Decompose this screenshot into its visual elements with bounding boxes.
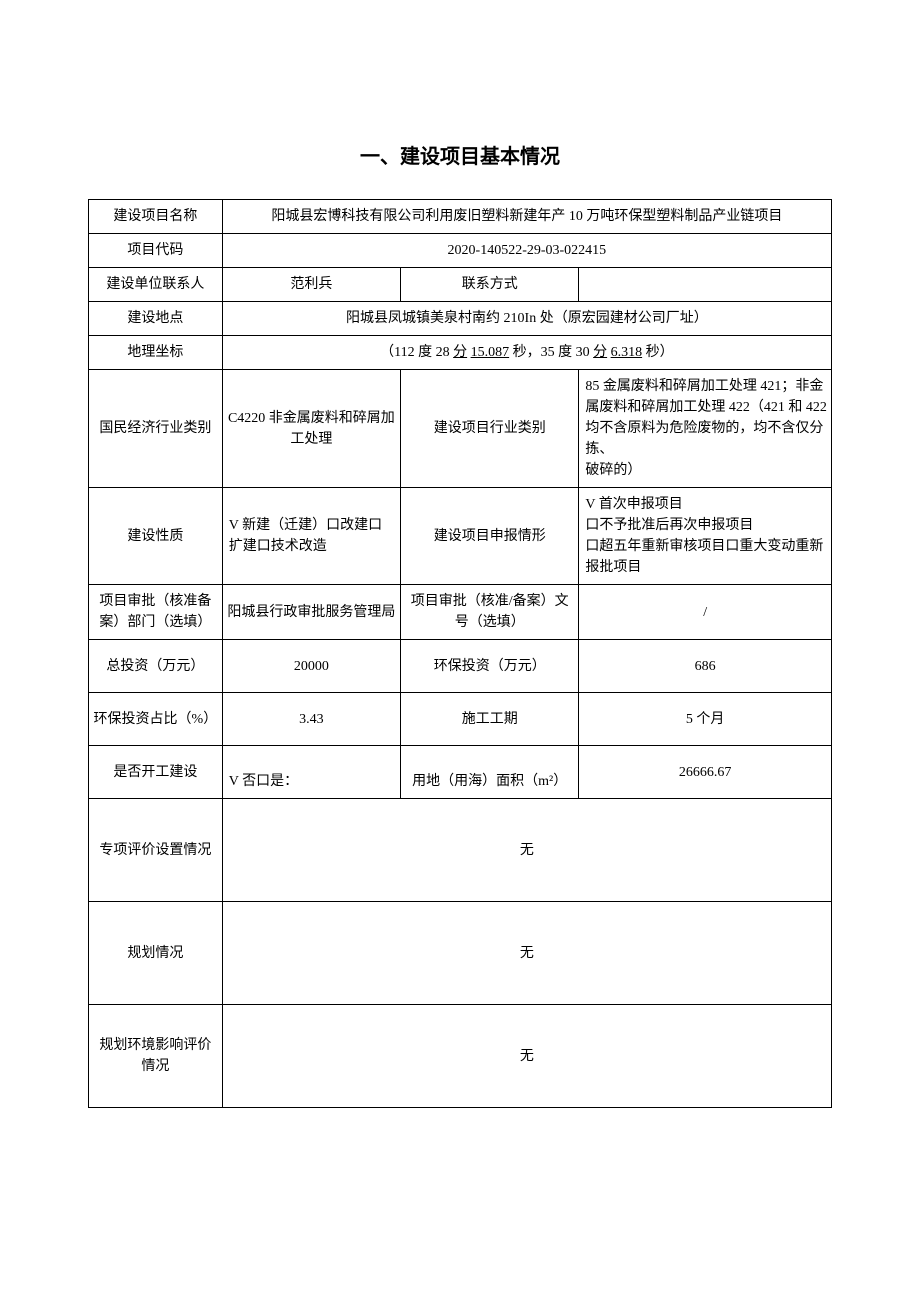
label-coords: 地理坐标 [89, 336, 223, 370]
value-approval-doc: / [579, 585, 832, 640]
value-special-eval: 无 [222, 799, 831, 902]
label-contact-person: 建设单位联系人 [89, 268, 223, 302]
value-plan-env-eval: 无 [222, 1005, 831, 1108]
label-contact-method: 联系方式 [401, 268, 579, 302]
value-build-nature: V 新建（迁建）口改建口扩建口技术改造 [222, 488, 400, 585]
row-started: 是否开工建设 V 否口是： 用地（用海）面积（m²） 26666.67 [89, 746, 832, 799]
label-total-invest: 总投资（万元） [89, 640, 223, 693]
row-coords: 地理坐标 （112 度 28 分 15.087 秒，35 度 30 分 6.31… [89, 336, 832, 370]
section-title: 一、建设项目基本情况 [88, 140, 832, 169]
label-land-area: 用地（用海）面积（m²） [401, 746, 579, 799]
value-project-code: 2020-140522-29-03-022415 [222, 234, 831, 268]
label-plan-env-eval: 规划环境影响评价情况 [89, 1005, 223, 1108]
label-location: 建设地点 [89, 302, 223, 336]
label-planning: 规划情况 [89, 902, 223, 1005]
value-declare-type: V 首次申报项目 口不予批准后再次申报项目 口超五年重新审核项目口重大变动重新报… [579, 488, 832, 585]
value-approval-dept: 阳城县行政审批服务管理局 [222, 585, 400, 640]
value-env-invest-ratio: 3.43 [222, 693, 400, 746]
row-invest-ratio: 环保投资占比（%） 3.43 施工工期 5 个月 [89, 693, 832, 746]
row-plan-env-eval: 规划环境影响评价情况 无 [89, 1005, 832, 1108]
value-started: V 否口是： [222, 746, 400, 799]
row-planning: 规划情况 无 [89, 902, 832, 1005]
coords-m2: 秒，35 度 30 [509, 345, 593, 360]
label-declare-type: 建设项目申报情形 [401, 488, 579, 585]
row-project-name: 建设项目名称 阳城县宏博科技有限公司利用废旧塑料新建年产 10 万吨环保型塑料制… [89, 200, 832, 234]
row-invest: 总投资（万元） 20000 环保投资（万元） 686 [89, 640, 832, 693]
page: 一、建设项目基本情况 建设项目名称 阳城县宏博科技有限公司利用废旧塑料新建年产 … [0, 0, 920, 1301]
row-project-code: 项目代码 2020-140522-29-03-022415 [89, 234, 832, 268]
basic-info-table: 建设项目名称 阳城县宏博科技有限公司利用废旧塑料新建年产 10 万吨环保型塑料制… [88, 199, 832, 1108]
label-industry-cat: 国民经济行业类别 [89, 370, 223, 488]
row-location: 建设地点 阳城县凤城镇美泉村南约 210In 处（原宏园建材公司厂址） [89, 302, 832, 336]
value-project-name: 阳城县宏博科技有限公司利用废旧塑料新建年产 10 万吨环保型塑料制品产业链项目 [222, 200, 831, 234]
label-env-invest-ratio: 环保投资占比（%） [89, 693, 223, 746]
value-env-invest: 686 [579, 640, 832, 693]
coords-suffix: 秒） [642, 345, 674, 360]
value-planning: 无 [222, 902, 831, 1005]
value-contact-method [579, 268, 832, 302]
label-approval-doc: 项目审批（核准/备案）文号（选填） [401, 585, 579, 640]
value-contact-person: 范利兵 [222, 268, 400, 302]
row-contact: 建设单位联系人 范利兵 联系方式 [89, 268, 832, 302]
coords-u2: 15.087 [471, 345, 510, 360]
row-industry: 国民经济行业类别 C4220 非金属废料和碎屑加工处理 建设项目行业类别 85 … [89, 370, 832, 488]
label-build-nature: 建设性质 [89, 488, 223, 585]
value-total-invest: 20000 [222, 640, 400, 693]
label-started: 是否开工建设 [89, 746, 223, 799]
value-land-area: 26666.67 [579, 746, 832, 799]
value-location: 阳城县凤城镇美泉村南约 210In 处（原宏园建材公司厂址） [222, 302, 831, 336]
row-approval: 项目审批（核准备案）部门（选填） 阳城县行政审批服务管理局 项目审批（核准/备案… [89, 585, 832, 640]
label-project-name: 建设项目名称 [89, 200, 223, 234]
value-industry-cat: C4220 非金属废料和碎屑加工处理 [222, 370, 400, 488]
label-approval-dept: 项目审批（核准备案）部门（选填） [89, 585, 223, 640]
coords-u3: 分 [593, 345, 607, 360]
label-proj-industry-cat: 建设项目行业类别 [401, 370, 579, 488]
label-env-invest: 环保投资（万元） [401, 640, 579, 693]
row-special-eval: 专项评价设置情况 无 [89, 799, 832, 902]
coords-u4: 6.318 [611, 345, 643, 360]
coords-prefix: （112 度 28 [380, 345, 453, 360]
value-proj-industry-cat: 85 金属废料和碎屑加工处理 421；非金属废料和碎屑加工处理 422（421 … [579, 370, 832, 488]
label-construct-period: 施工工期 [401, 693, 579, 746]
label-project-code: 项目代码 [89, 234, 223, 268]
value-construct-period: 5 个月 [579, 693, 832, 746]
label-special-eval: 专项评价设置情况 [89, 799, 223, 902]
coords-u1: 分 [453, 345, 467, 360]
row-build-nature: 建设性质 V 新建（迁建）口改建口扩建口技术改造 建设项目申报情形 V 首次申报… [89, 488, 832, 585]
value-coords: （112 度 28 分 15.087 秒，35 度 30 分 6.318 秒） [222, 336, 831, 370]
